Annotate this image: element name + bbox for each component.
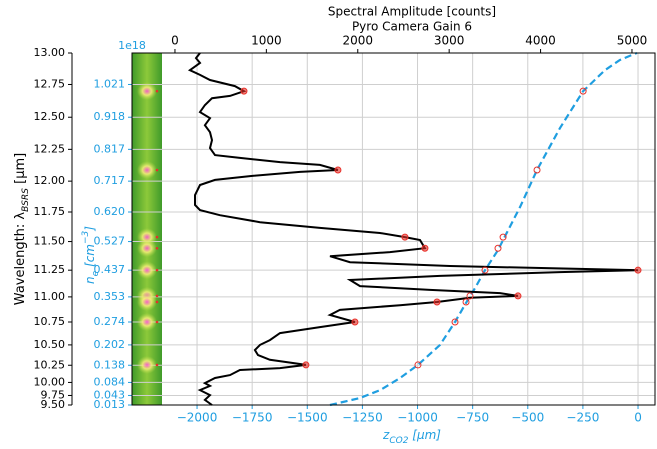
y-tick-label: 12.00 [34,174,66,187]
peaks-marker [635,267,641,273]
y-label-unit: [μm] [13,153,28,188]
strip-spot [137,261,157,279]
ne-tick-label: 0.527 [94,235,126,248]
peaks-marker [335,167,341,173]
z_profile-line [330,53,637,405]
ne-tick-label: 0.717 [94,174,126,187]
y-label-text: Wavelength: λ [13,212,28,306]
x-tick-label: −1000 [397,411,438,425]
y-tick-label: 12.50 [34,110,66,123]
strip-dot [156,90,159,93]
chart: 9.509.7510.0010.2510.5010.7511.0011.2511… [0,0,657,445]
strip-spot [137,356,157,374]
ne-label-unit: [cm [83,244,97,271]
y-tick-label: 10.50 [34,338,66,351]
x2-tick-label: 4000 [525,34,556,48]
ne-tick-label: 0.274 [94,315,126,328]
x-tick-label: −250 [566,411,599,425]
x-label-sub: CO2 [389,436,408,446]
x-tick-label: −1750 [232,411,273,425]
y-tick-label: 11.25 [34,263,66,276]
peaks-marker [515,293,521,299]
y-axis-label: Wavelength: λBSRS [μm] [13,153,31,305]
x-tick-label: −1250 [342,411,383,425]
x2-tick-label: 3000 [434,34,465,48]
x-label-unit: [μm] [408,428,441,442]
ne-tick-label: 0.202 [94,338,126,351]
strip-dot [156,236,159,239]
z_markers-marker [495,245,501,251]
y-tick-label: 10.25 [34,358,66,371]
ne-label-text: n [83,276,97,284]
spectrum-line [190,53,638,405]
y-tick-label: 12.25 [34,142,66,155]
x2-tick-label: 5000 [617,34,648,48]
x-tick-label: −1500 [287,411,328,425]
y-tick-label: 11.75 [34,205,66,218]
peaks-marker [434,299,440,305]
top-axis-label: Spectral Amplitude [counts] [328,5,496,19]
ne-tick-label: 0.353 [94,290,126,303]
strip-dot [156,247,159,250]
x-tick-label: −500 [511,411,544,425]
peaks-marker [241,88,247,94]
x-tick-label: −2000 [177,411,218,425]
ne-label-sup: −3 [81,230,91,244]
x2-tick-label: 1000 [251,34,282,48]
strip-dot [156,269,159,272]
y-tick-label: 12.75 [34,77,66,90]
ne-tick-label: 0.084 [94,375,126,388]
peaks-marker [422,245,428,251]
ne-tick-label: 0.918 [94,110,126,123]
ne-tick-label: 0.043 [94,388,126,401]
strip-dot [156,364,159,367]
x-tick-label: 0 [634,411,642,425]
ne-label-end: ] [83,226,97,232]
peaks-marker [303,362,309,368]
plot-frame [132,53,655,405]
strip-spot [137,239,157,257]
strip-dot [156,321,159,324]
x2-tick-label: 2000 [342,34,373,48]
strip-dot [156,301,159,304]
ne-tick-label: 0.620 [94,205,126,218]
strip-spot [137,161,157,179]
peaks-marker [352,319,358,325]
ne-scale: 1e18 [118,39,146,52]
x2-tick-label: 0 [171,34,179,48]
y-tick-label: 11.50 [34,235,66,248]
top-axis-sublabel: Pyro Camera Gain 6 [352,20,472,34]
y-tick-label: 13.00 [34,46,66,59]
y-tick-label: 9.75 [41,388,66,401]
strip-dot [156,295,159,298]
strip-dot [156,169,159,172]
strip-spot [137,313,157,331]
x-tick-label: −750 [456,411,489,425]
ne-tick-label: 1.021 [94,77,126,90]
strip-spot [137,82,157,100]
x-axis-label: zCO2 [μm] [382,428,441,446]
y-tick-label: 11.00 [34,290,66,303]
z_markers-marker [534,167,540,173]
y-tick-label: 10.75 [34,315,66,328]
strip-spot [137,293,157,311]
y-tick-label: 10.00 [34,375,66,388]
peaks-marker [402,234,408,240]
y-label-sub: BSRS [21,188,31,212]
ne-tick-label: 0.138 [94,358,126,371]
ne-tick-label: 0.817 [94,142,126,155]
